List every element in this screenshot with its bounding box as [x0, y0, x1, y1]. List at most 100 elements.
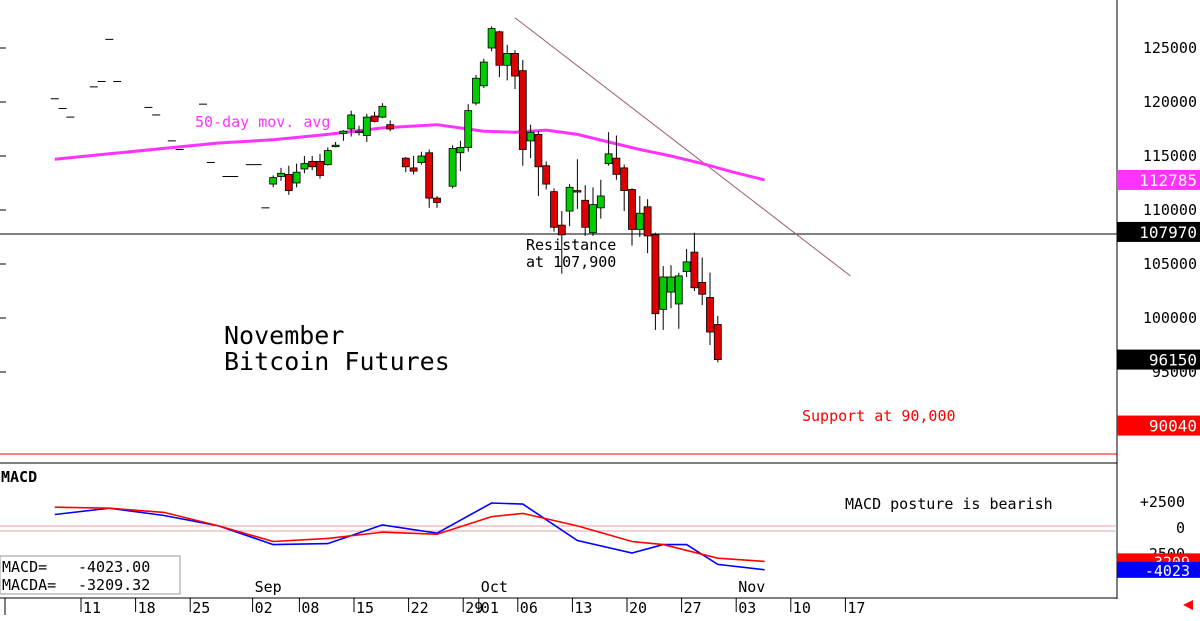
candle-body — [347, 114, 356, 130]
candle-body — [628, 189, 636, 230]
macda-readout-label: MACDA= — [2, 576, 56, 594]
price-axis-label: 120000 — [1143, 93, 1197, 111]
price-badges: 112785 107970 96150 90040 — [1117, 169, 1200, 436]
macd-series-macda — [54, 506, 765, 563]
date-axis-label: 20 — [629, 599, 647, 617]
candle-body — [620, 167, 629, 191]
macd-axis-label: +2500 — [1140, 493, 1185, 511]
candle-body — [472, 77, 480, 104]
date-axis-label: 10 — [793, 599, 811, 617]
date-axis-label: 02 — [255, 599, 273, 617]
date-axis-label: 25 — [192, 599, 210, 617]
candle-body — [635, 212, 644, 230]
price-badge — [1117, 349, 1200, 370]
candle-body — [378, 105, 387, 118]
candle-body — [651, 234, 660, 315]
candle-body — [355, 130, 363, 134]
price-badge-label: 107970 — [1139, 223, 1197, 242]
macd-panel-title: MACD — [1, 468, 37, 486]
price-axis-label: 115000 — [1143, 147, 1197, 165]
candle-body — [323, 150, 332, 166]
date-axis-label: 08 — [301, 599, 319, 617]
price-badge-label: 112785 — [1139, 171, 1197, 190]
date-axis-label: 01 — [481, 599, 499, 617]
moving-average-line — [54, 123, 765, 182]
macd-badges: -3209-4023 — [1117, 553, 1200, 580]
candle-body — [456, 146, 465, 154]
candle-body — [386, 124, 395, 130]
date-axis-label: 17 — [847, 599, 865, 617]
candle-body — [565, 186, 574, 212]
ma-label: 50-day mov. avg — [195, 113, 330, 131]
candle-body — [596, 195, 605, 209]
candle-body — [589, 204, 597, 234]
candle-body — [495, 31, 504, 66]
candle-body — [479, 61, 488, 87]
macd-series-macd — [54, 502, 765, 571]
scroll-left-arrow-icon[interactable] — [1183, 600, 1193, 610]
month-label: Sep — [255, 578, 282, 596]
price-axis-label: 105000 — [1143, 255, 1197, 273]
candle-body — [573, 190, 582, 193]
candle-body — [292, 171, 301, 184]
candle-body — [682, 261, 691, 272]
date-axis-label: 06 — [520, 599, 538, 617]
date-axis-label: 03 — [738, 599, 756, 617]
candle-body — [511, 53, 519, 77]
candle-body — [425, 152, 434, 199]
candle-body — [542, 165, 551, 185]
support-label: Support at 90,000 — [802, 407, 956, 425]
macd-readout-value: -4023.00 — [78, 558, 150, 576]
candle-body — [464, 110, 473, 148]
candle-body — [706, 297, 714, 333]
candle-body — [526, 131, 535, 142]
candle-body — [339, 130, 348, 134]
candle-body — [550, 191, 558, 228]
price-axis-labels: 9500010000010500011000011500012000012500… — [0, 39, 1197, 381]
candle-body — [643, 206, 652, 237]
date-axis-label: 22 — [411, 599, 429, 617]
chart-title-line-1: November — [224, 321, 344, 350]
candle-body — [316, 160, 324, 176]
candle-body — [674, 275, 683, 305]
price-badge — [1117, 415, 1200, 436]
candle-body — [300, 163, 309, 170]
price-axis-label: 110000 — [1143, 201, 1197, 219]
macd-readout-box — [0, 555, 181, 595]
downtrend-line — [514, 17, 851, 277]
ma-series — [54, 123, 765, 182]
candle-body — [362, 116, 371, 136]
candle-body — [487, 28, 496, 49]
candle-body — [581, 199, 590, 228]
month-label: Oct — [481, 578, 508, 596]
candlesticks — [269, 26, 722, 363]
candle-body — [269, 177, 278, 185]
price-axis-label: 100000 — [1143, 309, 1197, 327]
candle-body — [659, 276, 668, 310]
candle-body — [713, 324, 722, 360]
macd-axis-label: 0 — [1176, 519, 1185, 537]
candle-body — [331, 144, 340, 148]
price-badge-label: 90040 — [1149, 417, 1197, 436]
date-axis-label: 18 — [138, 599, 156, 617]
macda-readout-value: -3209.32 — [78, 576, 150, 594]
candle-body — [503, 53, 512, 66]
candle-body — [690, 251, 699, 289]
resistance-label-2: at 107,900 — [526, 253, 616, 271]
candle-body — [277, 172, 285, 177]
month-label: Nov — [738, 578, 765, 596]
candle-body — [612, 157, 621, 175]
macd-readout-label: MACD= — [2, 558, 47, 576]
candle-body — [409, 167, 418, 172]
price-badge — [1117, 169, 1200, 190]
candle-body — [308, 160, 317, 168]
date-axis-label: 13 — [574, 599, 592, 617]
candle-body — [370, 115, 379, 122]
candle-body — [518, 70, 527, 150]
date-axis-label: 15 — [356, 599, 374, 617]
macd-badge — [1117, 561, 1200, 578]
candle-body — [284, 173, 293, 191]
candle-body — [401, 157, 410, 168]
